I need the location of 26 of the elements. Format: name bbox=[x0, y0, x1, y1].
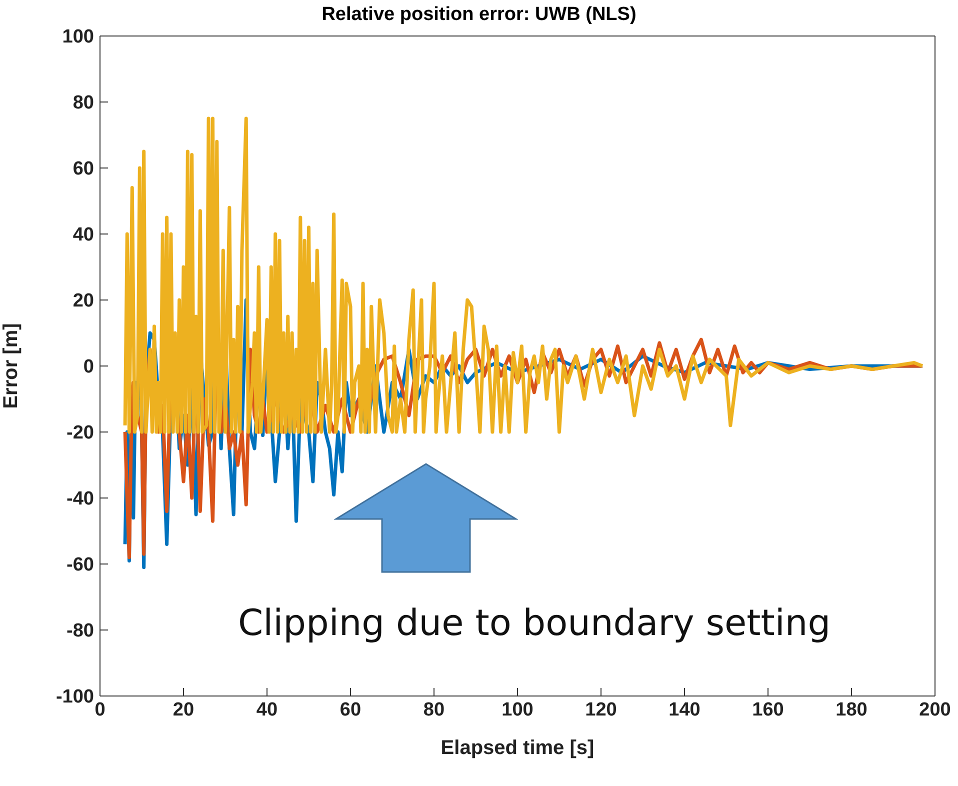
y-tick-label: 80 bbox=[72, 92, 94, 114]
line-series bbox=[123, 116, 924, 434]
y-tick-label: 40 bbox=[72, 224, 94, 246]
x-tick-label: 200 bbox=[919, 699, 951, 720]
x-tick-label: 80 bbox=[423, 699, 445, 720]
y-tick-label: -80 bbox=[66, 620, 94, 642]
y-tick-label: 100 bbox=[62, 26, 94, 48]
y-axis-title: Error [m] bbox=[0, 323, 22, 409]
y-tick-label: -40 bbox=[66, 488, 94, 510]
x-tick-label: 40 bbox=[256, 699, 278, 720]
x-tick-label: 160 bbox=[752, 699, 784, 720]
y-tick-label: 60 bbox=[72, 158, 94, 180]
annotation: Clipping due to boundary setting bbox=[238, 603, 831, 644]
y-tick-label: 20 bbox=[72, 290, 94, 312]
chart-title: Relative position error: UWB (NLS) bbox=[320, 4, 638, 26]
x-tick-label: 120 bbox=[585, 699, 617, 720]
y-tick-label: 0 bbox=[83, 356, 94, 378]
y-tick-label: -60 bbox=[66, 554, 94, 576]
x-tick-label: 180 bbox=[836, 699, 868, 720]
y-tick-label: -100 bbox=[56, 686, 94, 708]
x-tick-label: 140 bbox=[668, 699, 700, 720]
x-tick-label: 20 bbox=[172, 699, 194, 720]
x-tick-label: 100 bbox=[502, 699, 534, 720]
x-tick-label: 60 bbox=[340, 699, 362, 720]
y-tick-label: -20 bbox=[66, 422, 94, 444]
x-axis-title: Elapsed time [s] bbox=[440, 737, 594, 759]
